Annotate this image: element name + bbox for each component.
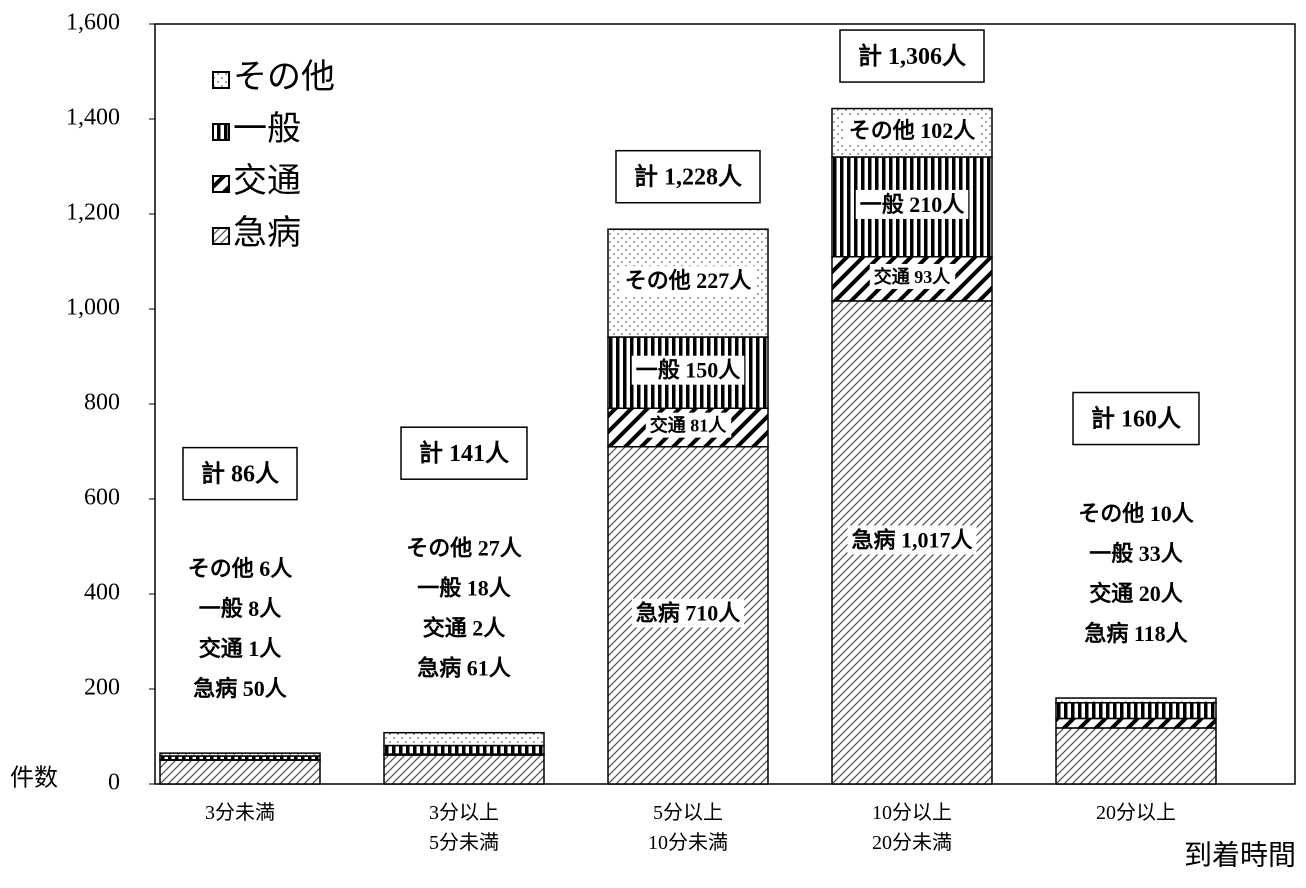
value-label: 急病 1,017人 [851,528,972,553]
bar-segment [383,731,545,747]
value-label: 交通 93人 [874,266,951,287]
value-label: その他 6人 [188,556,293,581]
total-label: 計 160人 [1091,405,1181,433]
value-label: 急病 118人 [1084,621,1187,646]
value-label: 一般 33人 [1089,541,1183,566]
y-tick-label: 1,000 [66,295,120,321]
total-label: 計 1,228人 [634,163,742,191]
y-tick-label: 1,600 [66,10,120,36]
value-label: その他 227人 [625,268,752,293]
legend-label: 急病 [233,214,301,252]
bar-segment [1055,702,1217,720]
y-tick-label: 600 [84,485,120,511]
y-tick-label: 1,400 [66,105,120,131]
y-axis-label: 件数 [10,765,58,792]
value-label: 一般 8人 [199,596,282,621]
x-tick-label: 10分以上 20分未満 [872,802,952,854]
bar-segment [1055,717,1217,729]
y-tick-label: 200 [84,675,120,701]
value-label: 交通 81人 [650,415,727,436]
x-tick-label: 3分未満 [205,802,275,824]
x-axis-label: 到着時間 [1184,839,1296,871]
y-tick-label: 0 [108,770,120,796]
bar-segment [1055,697,1217,704]
total-box [400,426,528,480]
value-label-bg [631,355,745,385]
legend-swatch [212,175,230,193]
x-tick-label: 3分以上 5分未満 [429,802,499,854]
value-label: その他 102人 [849,118,976,143]
value-label: その他 10人 [1078,501,1194,526]
value-label: 急病 50人 [193,676,287,701]
legend-label: 一般 [233,110,301,148]
total-box [182,446,298,501]
value-label-bg [855,189,969,219]
legend-swatch [212,71,230,89]
value-label: 交通 1人 [199,636,282,661]
value-label: 一般 210人 [860,192,965,217]
value-label: 交通 2人 [423,616,506,641]
x-tick-label: 20分以上 [1096,802,1176,824]
value-label-bg [844,115,980,145]
x-tick-label: 5分以上 10分未満 [648,802,728,854]
total-box [615,149,761,204]
y-tick-label: 1,200 [66,200,120,226]
total-box [839,29,985,83]
total-label: 計 141人 [419,439,509,467]
bar-segment [159,759,321,785]
value-label: 交通 20人 [1089,581,1183,606]
value-label-bg [869,263,956,289]
value-label-bg [645,412,732,438]
value-label: その他 27人 [406,536,522,561]
legend-label: 交通 [233,162,301,200]
value-label: 急病 710人 [636,600,741,625]
bar-segment [159,752,321,757]
y-tick-label: 800 [84,390,120,416]
total-box [1072,391,1200,446]
legend-swatch [212,123,230,141]
legend-swatch [212,227,230,245]
legend-label: その他 [233,59,335,96]
value-label: 一般 18人 [417,576,511,601]
value-label-bg [620,266,756,296]
total-label: 計 86人 [201,460,279,488]
value-label: 急病 61人 [417,656,511,681]
bar-segment [383,744,545,755]
value-label-bg [847,525,977,555]
value-label-bg [631,598,745,628]
y-tick-label: 400 [84,580,120,606]
bar-segment [383,754,545,785]
bar-segment [1055,727,1217,785]
value-label: 一般 150人 [636,358,741,383]
total-label: 計 1,306人 [858,42,966,70]
